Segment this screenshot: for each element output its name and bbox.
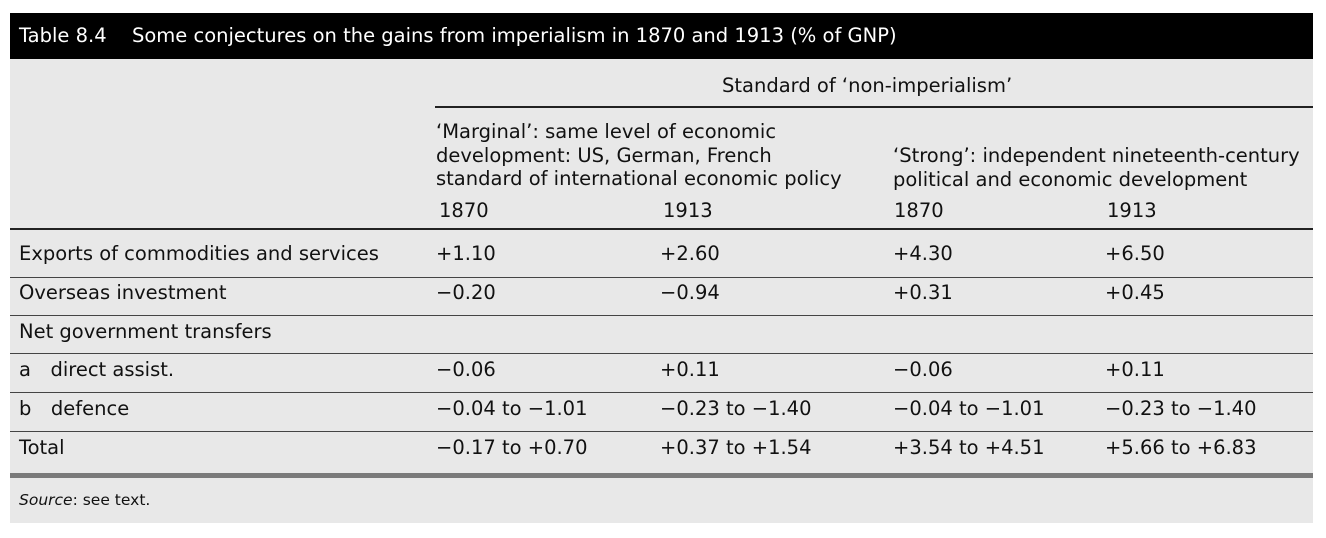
row-label: Total (19, 436, 65, 459)
table-cell: +4.30 (893, 242, 953, 265)
table-cell: −0.06 (436, 358, 496, 381)
header-divider (435, 106, 1313, 108)
row-label: b defence (19, 397, 130, 420)
table-cell: −0.94 (660, 281, 720, 304)
table-cell: +2.60 (660, 242, 720, 265)
row-divider (10, 277, 1313, 278)
row-label: Net government transfers (19, 320, 272, 343)
table-bottom-rule (10, 473, 1313, 478)
table-cell: +0.11 (1105, 358, 1165, 381)
table-cell: −0.04 to −1.01 (893, 397, 1045, 420)
group-header-strong: ‘Strong’: independent nineteenth-century… (893, 144, 1300, 191)
year-header: 1913 (1107, 199, 1157, 222)
row-divider (10, 315, 1313, 316)
table-number: Table 8.4 (19, 24, 107, 47)
table-title: Some conjectures on the gains from imper… (132, 24, 897, 47)
table-cell: −0.17 to +0.70 (436, 436, 588, 459)
source-note: Source: see text. (19, 491, 150, 509)
group-header-line: ‘Strong’: independent nineteenth-century (893, 144, 1300, 167)
table-cell: −0.04 to −1.01 (436, 397, 588, 420)
standard-header: Standard of ‘non-imperialism’ (722, 74, 1013, 97)
group-header-line: political and economic development (893, 167, 1248, 191)
table-cell: −0.23 to −1.40 (1105, 397, 1257, 420)
source-text: : see text. (72, 491, 151, 509)
group-header-line: ‘Marginal’: same level of economic (436, 120, 777, 143)
year-header: 1870 (894, 199, 944, 222)
row-label: Exports of commodities and services (19, 242, 379, 265)
group-header-line: development: US, German, French (436, 143, 772, 167)
source-label: Source (19, 491, 73, 509)
group-header-line: standard of international economic polic… (436, 167, 842, 190)
table-title-bar: Table 8.4 Some conjectures on the gains … (10, 13, 1313, 59)
table-cell: +6.50 (1105, 242, 1165, 265)
group-header-marginal: ‘Marginal’: same level of economic devel… (436, 120, 842, 191)
table-cell: +5.66 to +6.83 (1105, 436, 1257, 459)
table-cell: +1.10 (436, 242, 496, 265)
year-header: 1870 (439, 199, 489, 222)
table-cell: +0.45 (1105, 281, 1165, 304)
table-cell: −0.20 (436, 281, 496, 304)
row-label: a direct assist. (19, 358, 175, 381)
year-header: 1913 (663, 199, 713, 222)
table-cell: +3.54 to +4.51 (893, 436, 1045, 459)
table-cell: +0.37 to +1.54 (660, 436, 812, 459)
data-table: Table 8.4 Some conjectures on the gains … (10, 13, 1313, 523)
row-divider (10, 353, 1313, 354)
table-cell: +0.31 (893, 281, 953, 304)
row-label: Overseas investment (19, 281, 227, 304)
header-bottom-rule (10, 228, 1313, 230)
table-cell: −0.23 to −1.40 (660, 397, 812, 420)
table-cell: +0.11 (660, 358, 720, 381)
row-divider (10, 392, 1313, 393)
table-cell: −0.06 (893, 358, 953, 381)
row-divider (10, 431, 1313, 432)
